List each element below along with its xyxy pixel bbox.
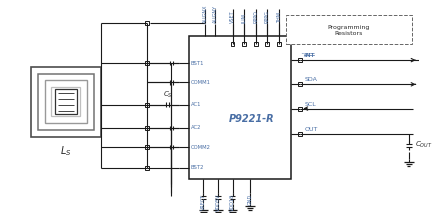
Bar <box>299 132 302 136</box>
Bar <box>277 42 281 46</box>
Text: SDA: SDA <box>304 77 317 83</box>
Text: AC2: AC2 <box>191 125 201 130</box>
Text: ALIGNY: ALIGNY <box>213 5 218 23</box>
Bar <box>51 87 80 116</box>
Bar <box>31 67 101 137</box>
Text: BST1: BST1 <box>191 60 204 65</box>
Bar <box>38 74 94 130</box>
Bar <box>145 166 149 170</box>
Text: RPPO: RPPO <box>253 10 258 23</box>
Text: COMM1: COMM1 <box>191 80 211 85</box>
Bar <box>299 83 302 86</box>
Bar <box>145 21 149 25</box>
Bar <box>145 103 149 107</box>
Text: Programming: Programming <box>327 25 370 30</box>
Bar <box>189 36 291 179</box>
Text: SCL: SCL <box>304 102 316 107</box>
Bar <box>286 15 412 44</box>
Bar <box>231 42 235 46</box>
Bar <box>145 61 149 65</box>
Text: GND: GND <box>248 194 252 205</box>
Text: VDD18: VDD18 <box>230 194 235 211</box>
Bar <box>55 89 76 114</box>
Text: P9221-R: P9221-R <box>229 114 275 124</box>
Text: $L_S$: $L_S$ <box>60 145 72 158</box>
Text: ̅I̅N̅T̅: ̅I̅N̅T̅ <box>304 53 314 58</box>
Text: INT: INT <box>304 53 314 58</box>
Bar <box>299 107 302 111</box>
Bar <box>44 81 87 123</box>
Bar <box>145 145 149 149</box>
Text: $C_{OUT}$: $C_{OUT}$ <box>415 140 432 151</box>
Text: Resistors: Resistors <box>335 32 363 37</box>
Text: $C_S$: $C_S$ <box>163 90 172 100</box>
Bar <box>265 42 269 46</box>
Bar <box>242 42 246 46</box>
Text: BST2: BST2 <box>191 165 204 170</box>
Text: COMM2: COMM2 <box>191 145 211 150</box>
Bar <box>145 126 149 130</box>
Bar <box>254 42 258 46</box>
Bar <box>299 58 302 62</box>
Text: VRECT: VRECT <box>201 194 206 210</box>
Text: AC1: AC1 <box>191 102 201 107</box>
Text: RPPG: RPPG <box>265 10 270 23</box>
Text: ALIGNX: ALIGNX <box>203 5 208 23</box>
Text: OUT: OUT <box>304 127 318 132</box>
Text: THM: THM <box>276 12 282 23</box>
Text: VDD5V: VDD5V <box>216 194 220 211</box>
Text: VSET: VSET <box>230 11 235 23</box>
Text: ILIM: ILIM <box>241 13 247 23</box>
